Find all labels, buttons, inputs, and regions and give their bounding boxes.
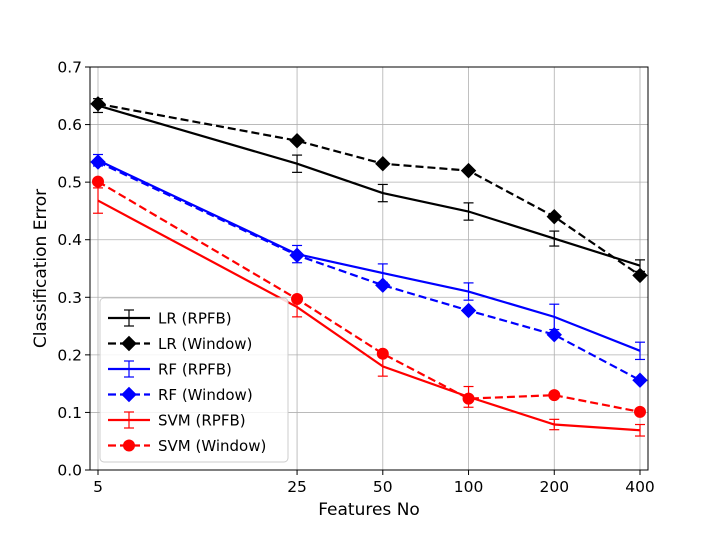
x-tick-label: 200 bbox=[539, 478, 569, 496]
data-point bbox=[90, 96, 106, 112]
axes: 0.0 0.1 0.2 0.3 0.4 0.5 0.6 0.7 5 25 50 100 200 400 bbox=[57, 59, 654, 497]
x-tick-label: 100 bbox=[454, 478, 484, 496]
series-rf-window bbox=[90, 154, 648, 388]
x-tick-label: 400 bbox=[625, 478, 655, 496]
legend-label: RF (RPFB) bbox=[158, 361, 232, 379]
x-axis-label: Features No bbox=[318, 500, 420, 520]
data-point bbox=[375, 277, 391, 293]
data-point bbox=[375, 156, 391, 172]
y-tick-label: 0.3 bbox=[57, 289, 82, 307]
x-tick-label: 50 bbox=[373, 478, 393, 496]
data-point bbox=[90, 154, 106, 170]
data-point bbox=[546, 327, 562, 343]
data-point bbox=[291, 293, 304, 306]
series-layer bbox=[90, 96, 648, 437]
legend-entry-lr-window: LR (Window) bbox=[108, 335, 252, 353]
y-tick-label: 0.0 bbox=[57, 462, 82, 480]
y-axis-label: Classification Error bbox=[31, 189, 51, 348]
data-point bbox=[548, 389, 561, 402]
legend-label: LR (Window) bbox=[158, 335, 252, 353]
data-point bbox=[289, 247, 305, 263]
y-tick-label: 0.6 bbox=[57, 116, 82, 134]
y-tick-label: 0.1 bbox=[57, 404, 82, 422]
series-line bbox=[97, 160, 641, 382]
data-point bbox=[546, 208, 562, 225]
data-point bbox=[92, 175, 104, 188]
series-line bbox=[97, 104, 641, 267]
series-line bbox=[97, 102, 641, 277]
legend-entry-svm-window: SVM (Window) bbox=[108, 437, 266, 455]
legend-marker bbox=[121, 386, 137, 403]
data-point bbox=[460, 302, 477, 319]
legend-entry-lr-rpfb: LR (RPFB) bbox=[108, 309, 232, 328]
data-point bbox=[632, 267, 648, 284]
data-point bbox=[634, 405, 646, 418]
legend-label: SVM (RPFB) bbox=[158, 412, 246, 430]
data-point bbox=[632, 372, 648, 388]
legend-entry-svm-rpfb: SVM (RPFB) bbox=[108, 411, 246, 430]
series-line bbox=[97, 159, 641, 352]
y-tick-label: 0.7 bbox=[57, 59, 82, 77]
plot-frame bbox=[89, 66, 649, 471]
legend-entry-rf-rpfb: RF (RPFB) bbox=[108, 360, 232, 379]
x-tick-label: 25 bbox=[287, 478, 307, 496]
series-line bbox=[97, 199, 641, 432]
legend-entry-rf-window: RF (Window) bbox=[108, 386, 253, 404]
series-line bbox=[97, 180, 641, 413]
y-tick-label: 0.2 bbox=[57, 346, 82, 364]
legend: LR (RPFB) LR (Window) RF (RPFB) RF (Window)… bbox=[99, 297, 289, 463]
series-lr-rpfb bbox=[93, 98, 645, 272]
x-tick-label: 5 bbox=[93, 478, 103, 496]
data-point bbox=[376, 347, 389, 360]
legend-label: RF (Window) bbox=[158, 386, 253, 404]
legend-label: SVM (Window) bbox=[158, 437, 266, 455]
series-svm-window bbox=[92, 175, 646, 418]
legend-marker bbox=[123, 439, 135, 452]
data-point bbox=[460, 162, 477, 179]
data-point bbox=[289, 132, 305, 149]
data-point bbox=[462, 392, 475, 405]
y-tick-label: 0.4 bbox=[57, 231, 82, 249]
series-lr-window bbox=[90, 96, 648, 284]
legend-marker bbox=[121, 335, 137, 352]
y-tick-label: 0.5 bbox=[57, 174, 82, 192]
legend-label: LR (RPFB) bbox=[158, 310, 232, 328]
